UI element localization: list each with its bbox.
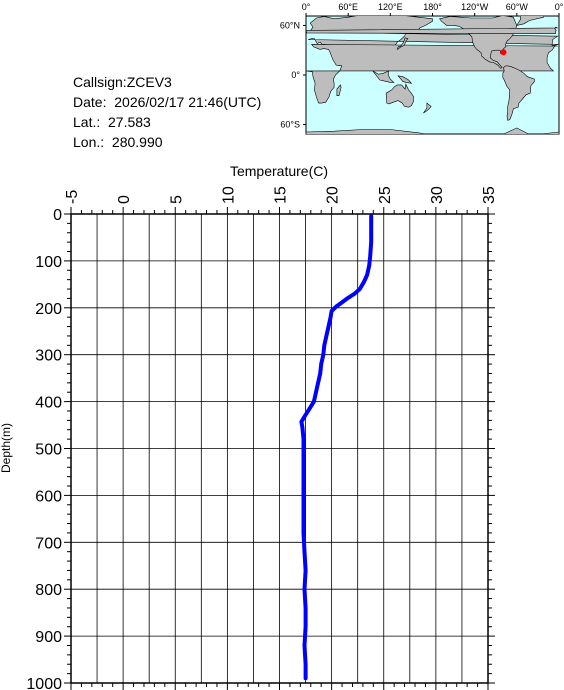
map-lon-label: 120°E (378, 2, 403, 12)
date-text: Date: 2026/02/17 21:46(UTC) (73, 94, 262, 110)
x-tick-label: 10 (220, 186, 237, 204)
land-australia (385, 83, 414, 108)
land-africa (306, 44, 558, 104)
map-lon-label: 0° (555, 2, 564, 12)
y-tick-label: 600 (35, 488, 62, 505)
land-uk (306, 26, 558, 35)
land-south-america (502, 65, 535, 121)
map-lat-label: 0° (291, 70, 300, 80)
plot-frame (70, 213, 489, 684)
y-tick-label: 300 (35, 348, 62, 365)
y-tick-label: 700 (35, 535, 62, 552)
station-marker (500, 49, 507, 56)
land-antarctica (306, 127, 559, 134)
y-tick-label: 200 (35, 301, 62, 318)
land-japan (396, 37, 409, 51)
map-lon-label: 60°W (506, 2, 529, 12)
land-madagascar (336, 84, 342, 96)
y-axis-label: Depth(m) (0, 423, 13, 473)
callsign-text: Callsign:ZCEV3 (73, 74, 172, 90)
x-tick-label: 30 (429, 186, 446, 204)
lon-text: Lon.: 280.990 (73, 134, 163, 150)
x-tick-label: 0 (116, 195, 133, 204)
world-map: 0° 60°E 120°E 180° 120°W 60°W 0°60°N0°60°S (280, 2, 564, 135)
x-tick-label: 20 (325, 186, 342, 204)
x-tick-label: -5 (64, 190, 81, 204)
y-tick-label: 100 (35, 254, 62, 271)
station-info: Callsign:ZCEV3 Date: 2026/02/17 21:46(UT… (73, 72, 261, 152)
map-lon-label: 60°E (338, 2, 358, 12)
map-land (306, 16, 559, 134)
x-tick-label: 5 (168, 195, 185, 204)
map-frame-ticks (303, 13, 560, 126)
lat-text: Lat.: 27.583 (73, 114, 151, 130)
map-lon-label: 180° (423, 2, 442, 12)
x-tick-label: 35 (481, 186, 498, 204)
land-greenland (516, 16, 545, 26)
temperature-profile-chart: -5 0 5 10 15 20 25 30 35 01002003004005006007008… (0, 163, 498, 690)
x-tick-label: 15 (273, 186, 290, 204)
land-new-zealand (423, 102, 432, 114)
x-axis-label: Temperature(C) (230, 163, 328, 179)
temperature-profile-line (299, 214, 374, 681)
land-new-guinea (397, 75, 413, 84)
y-tick-label: 500 (35, 442, 62, 459)
map-lat-label: 60°N (280, 20, 300, 30)
x-tick-label: 25 (377, 186, 394, 204)
map-lat-label: 60°S (280, 120, 300, 130)
x-tick-labels: -5 0 5 10 15 20 25 30 35 (64, 186, 498, 204)
map-lon-label: 120°W (461, 2, 489, 12)
map-labels: 0° 60°E 120°E 180° 120°W 60°W 0°60°N0°60°S (280, 2, 564, 130)
y-tick-labels: 0 100 200 300 400 500 600 700 800 900 1000 (26, 207, 62, 690)
y-tick-label: 900 (35, 629, 62, 646)
y-tick-label: 1000 (26, 676, 62, 690)
y-tick-label: 0 (53, 207, 62, 224)
land-indonesia (372, 70, 395, 83)
y-tick-label: 400 (35, 395, 62, 412)
y-tick-label: 800 (35, 582, 62, 599)
map-lon-label: 0° (302, 2, 311, 12)
